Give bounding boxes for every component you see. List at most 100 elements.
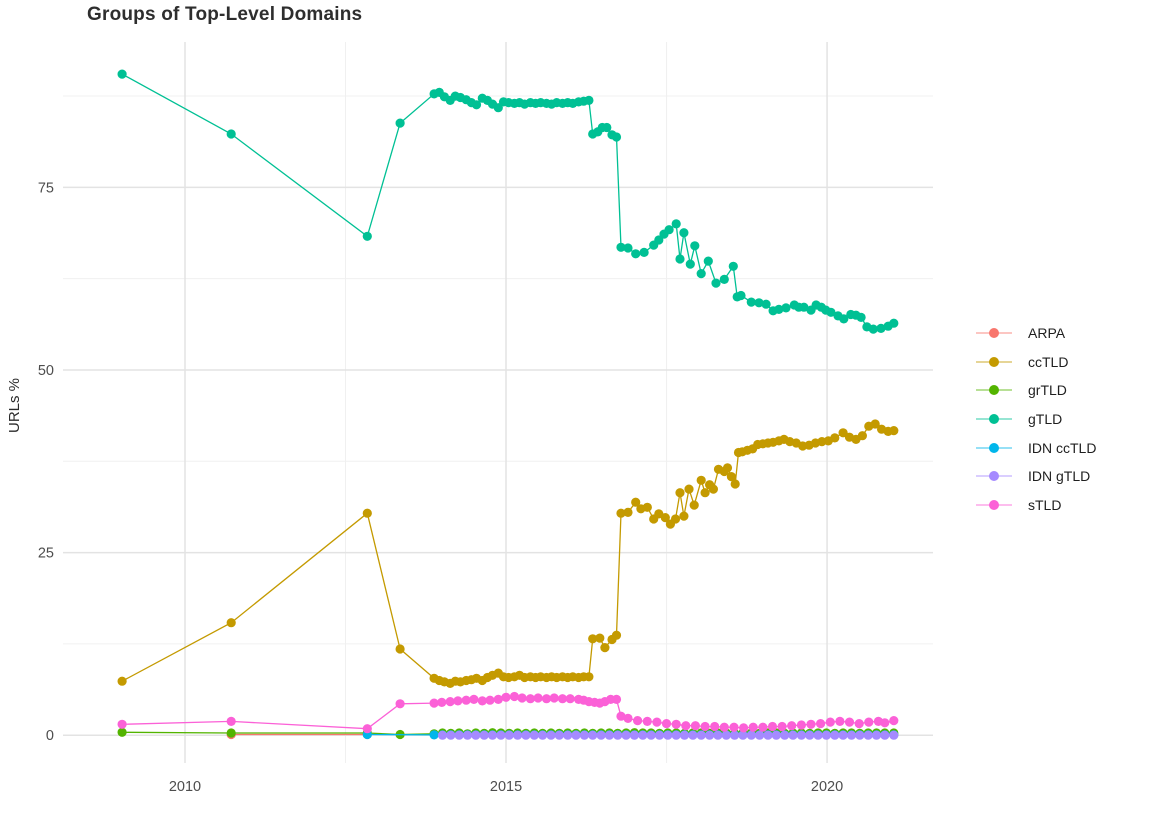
series-point-gtld — [584, 95, 594, 105]
y-tick-label: 0 — [46, 728, 54, 744]
series-point-idn-gtld — [663, 730, 673, 740]
series-point-stld — [549, 693, 559, 703]
series-point-stld — [690, 721, 701, 731]
series-point-idn-gtld — [521, 730, 531, 740]
series-point-idn-gtld — [638, 730, 648, 740]
legend-label: sTLD — [1028, 496, 1062, 513]
legend-key-icon — [976, 385, 1012, 396]
series-point-idn-gtld — [780, 730, 790, 740]
series-point-cctld — [588, 634, 598, 644]
series-point-stld — [729, 722, 739, 732]
series-point-gtld — [736, 290, 746, 301]
series-point-gtld — [226, 129, 236, 139]
legend-item-cctld: ccTLD — [976, 348, 1096, 377]
legend-key-icon — [976, 356, 1012, 367]
series-point-stld — [652, 717, 662, 727]
series-point-stld — [493, 694, 503, 705]
series-point-stld — [437, 697, 447, 708]
series-point-gtld — [728, 261, 738, 271]
legend-key-icon — [976, 442, 1012, 453]
series-point-stld — [719, 722, 729, 732]
series-point-gtld — [711, 278, 721, 288]
series-point-cctld — [708, 484, 719, 494]
series-point-idn-gtld — [546, 730, 556, 740]
series-point-cctld — [226, 618, 236, 628]
series-point-stld — [429, 698, 439, 708]
series-point-gtld — [362, 231, 372, 241]
series-point-idn-gtld — [830, 730, 840, 740]
series-point-grtld — [117, 727, 127, 737]
x-tick-label: 2015 — [490, 779, 522, 795]
series-point-idn-gtld — [479, 730, 489, 740]
series-line-cctld — [121, 423, 894, 685]
series-point-gtld — [761, 299, 771, 309]
series-point-stld — [477, 696, 487, 706]
series-point-stld — [739, 723, 749, 733]
series-point-idn-gtld — [838, 730, 848, 740]
legend-label: IDN ccTLD — [1028, 439, 1097, 456]
series-point-idn-gtld — [671, 730, 681, 740]
series-point-gtld — [602, 122, 612, 133]
series-point-stld — [469, 694, 479, 705]
series-point-idn-cctld — [429, 730, 439, 740]
series-point-idn-gtld — [504, 730, 514, 740]
series-point-stld — [889, 716, 899, 726]
series-point-idn-gtld — [871, 730, 882, 740]
series-point-cctld — [642, 502, 652, 512]
series-point-stld — [461, 695, 471, 705]
series-point-cctld — [838, 428, 848, 438]
series-point-gtld — [685, 259, 695, 269]
series-point-gtld — [117, 69, 127, 79]
series-point-stld — [758, 722, 768, 732]
series-point-gtld — [746, 297, 756, 307]
series-point-cctld — [857, 431, 868, 441]
legend-item-grtld: grTLD — [976, 376, 1096, 405]
series-point-gtld — [654, 235, 664, 245]
series-point-stld — [611, 694, 622, 705]
series-point-stld — [806, 719, 816, 729]
series-point-stld — [854, 719, 864, 729]
series-point-cctld — [595, 633, 605, 643]
y-tick-label: 50 — [38, 363, 54, 379]
series-point-stld — [501, 692, 511, 702]
series-point-gtld — [639, 247, 649, 257]
series-point-idn-gtld — [796, 730, 807, 740]
legend-label: ARPA — [1028, 325, 1066, 342]
series-point-idn-gtld — [538, 730, 548, 740]
legend-item-idn-cctld: IDN ccTLD — [976, 433, 1096, 462]
series-point-cctld — [623, 507, 633, 517]
series-point-cctld — [117, 676, 127, 686]
series-point-stld — [681, 721, 691, 731]
series-point-idn-gtld — [613, 730, 623, 740]
series-point-stld — [835, 716, 845, 727]
series-point-gtld — [675, 254, 685, 264]
legend-label: gTLD — [1028, 411, 1063, 428]
series-point-stld — [748, 722, 758, 732]
series-point-gtld — [839, 314, 849, 324]
series-point-stld — [362, 724, 372, 734]
series-point-gtld — [826, 307, 836, 317]
series-point-idn-gtld — [730, 730, 740, 740]
series-point-stld — [565, 694, 575, 704]
series-point-idn-gtld — [688, 730, 698, 740]
series-point-stld — [541, 694, 552, 704]
series-point-idn-gtld — [813, 730, 823, 740]
series-point-idn-gtld — [588, 730, 598, 740]
y-tick-label: 25 — [38, 546, 54, 562]
series-point-idn-gtld — [679, 730, 690, 740]
series-point-idn-gtld — [771, 730, 781, 740]
series-point-stld — [517, 693, 527, 703]
series-point-stld — [671, 719, 681, 729]
series-point-gtld — [471, 100, 482, 110]
series-point-idn-gtld — [713, 730, 723, 740]
series-point-stld — [710, 721, 720, 732]
series-point-stld — [816, 719, 826, 729]
legend-key-icon — [976, 499, 1012, 510]
series-point-stld — [525, 694, 536, 704]
series-point-cctld — [600, 643, 610, 653]
series-point-idn-gtld — [788, 730, 798, 740]
series-point-cctld — [830, 433, 840, 443]
series-point-cctld — [611, 630, 622, 640]
series-point-gtld — [696, 269, 706, 279]
